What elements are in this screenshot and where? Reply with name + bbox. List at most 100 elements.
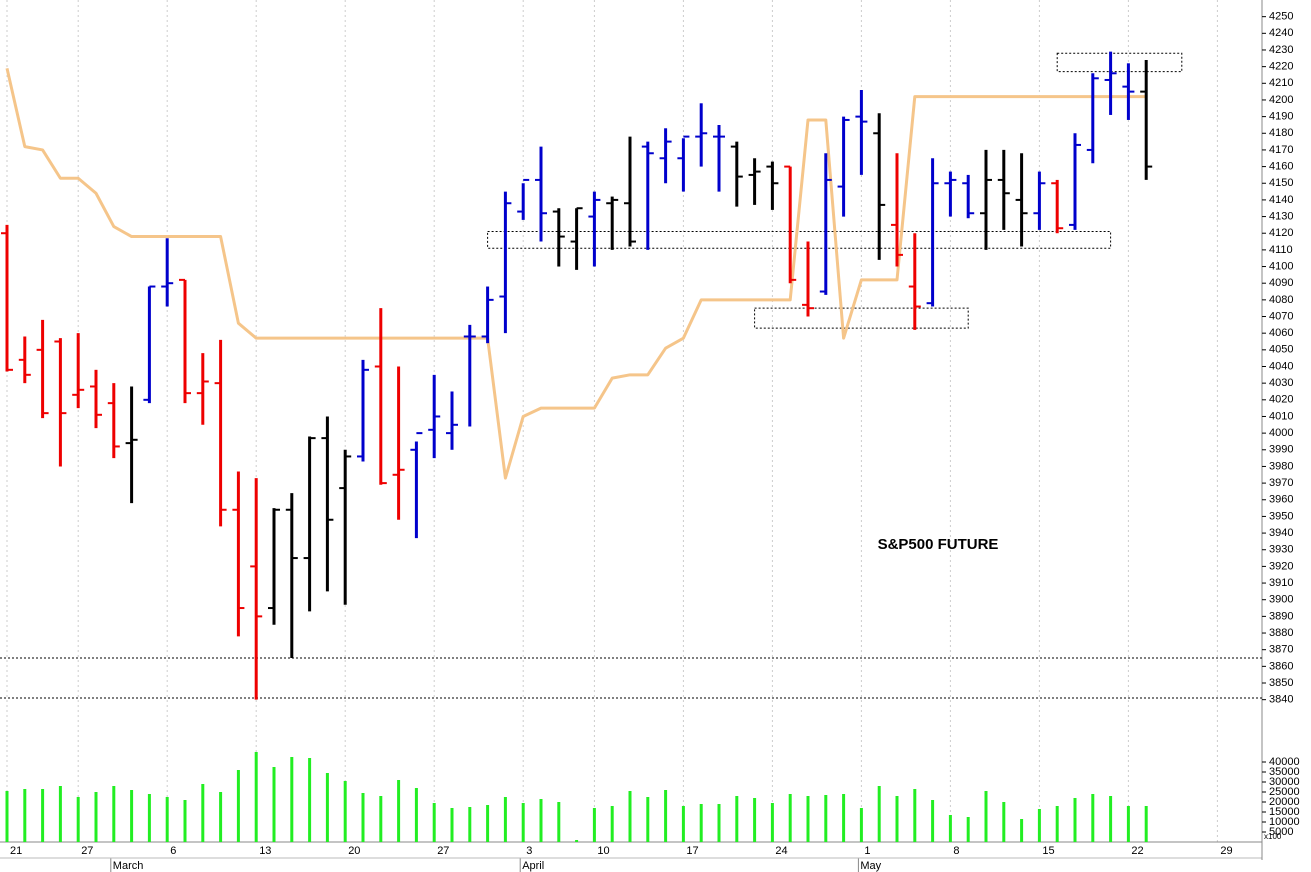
x-tick-label: 24 (775, 845, 787, 857)
volume-bar (539, 799, 543, 842)
volume-bar (699, 804, 703, 842)
y-tick-label: 3870 (1269, 644, 1293, 656)
volume-bar (859, 808, 863, 842)
x-tick-label: 27 (81, 845, 93, 857)
y-tick-label: 4180 (1269, 127, 1293, 139)
volume-bar (842, 794, 846, 842)
volume-bar (397, 780, 401, 842)
y-tick-label: 3890 (1269, 610, 1293, 622)
volume-bar (254, 752, 258, 842)
x-tick-label: 21 (10, 845, 22, 857)
volume-bar (806, 796, 810, 842)
x-tick-label: 20 (348, 845, 360, 857)
volume-bar (824, 795, 828, 842)
volume-bar (272, 767, 276, 842)
x-tick-label: 29 (1220, 845, 1232, 857)
y-tick-label: 4200 (1269, 94, 1293, 106)
x-tick-label: 1 (864, 845, 870, 857)
volume-bar (948, 815, 952, 842)
y-tick-label: 3840 (1269, 694, 1293, 706)
volume-bar (788, 794, 792, 842)
volume-bar (1109, 796, 1113, 842)
x-tick-label: 13 (259, 845, 271, 857)
y-tick-label: 4090 (1269, 277, 1293, 289)
volume-bar (984, 791, 988, 842)
y-tick-label: 4230 (1269, 44, 1293, 56)
volume-bar (308, 758, 312, 842)
volume-bar (931, 800, 935, 842)
volume-bar (628, 791, 632, 842)
y-tick-label: 4170 (1269, 144, 1293, 156)
y-tick-label: 4060 (1269, 327, 1293, 339)
volume-bar (468, 807, 472, 842)
x-tick-label: 3 (526, 845, 532, 857)
volume-bar (1002, 802, 1006, 842)
month-label: April (522, 860, 544, 872)
x-tick-label: 8 (953, 845, 959, 857)
y-tick-label: 4040 (1269, 360, 1293, 372)
y-tick-label: 3850 (1269, 677, 1293, 689)
volume-bar (681, 806, 685, 842)
x-tick-label: 22 (1131, 845, 1143, 857)
volume-bar (913, 789, 917, 842)
volume-bar (1055, 806, 1059, 842)
volume-bar (236, 770, 240, 842)
volume-tick-label: 5000 (1269, 826, 1293, 838)
volume-tick-label: 30000 (1269, 776, 1300, 788)
y-tick-label: 4190 (1269, 111, 1293, 123)
volume-bar (325, 773, 329, 842)
volume-bar (5, 791, 9, 842)
volume-bar (201, 784, 205, 842)
y-tick-label: 4100 (1269, 260, 1293, 272)
x-tick-label: 27 (437, 845, 449, 857)
x-tick-label: 17 (686, 845, 698, 857)
volume-bar (877, 786, 881, 842)
volume-bar (343, 781, 347, 842)
zone-box (754, 307, 969, 329)
volume-bar (361, 793, 365, 842)
volume-bar (379, 796, 383, 842)
y-tick-label: 4010 (1269, 410, 1293, 422)
y-tick-label: 4250 (1269, 11, 1293, 23)
y-tick-label: 3930 (1269, 544, 1293, 556)
y-tick-label: 4050 (1269, 344, 1293, 356)
y-tick-label: 4240 (1269, 27, 1293, 39)
volume-bar (1091, 794, 1095, 842)
y-tick-label: 3980 (1269, 460, 1293, 472)
month-label: May (860, 860, 881, 872)
y-tick-label: 4020 (1269, 394, 1293, 406)
volume-bar (76, 797, 80, 842)
volume-bar (432, 803, 436, 842)
y-tick-label: 4070 (1269, 310, 1293, 322)
volume-tick-label: 35000 (1269, 766, 1300, 778)
y-tick-label: 3880 (1269, 627, 1293, 639)
volume-tick-label: 15000 (1269, 806, 1300, 818)
volume-bar (112, 786, 116, 842)
volume-bar (41, 789, 45, 842)
volume-bar (610, 806, 614, 842)
x-tick-label: 10 (597, 845, 609, 857)
volume-tick-label: 40000 (1269, 756, 1300, 768)
y-tick-label: 4140 (1269, 194, 1293, 206)
volume-bar (1020, 819, 1024, 842)
volume-bar (966, 817, 970, 842)
volume-bar (1126, 806, 1130, 842)
volume-bar (575, 840, 579, 842)
volume-bar (414, 788, 418, 842)
x-tick-label: 15 (1042, 845, 1054, 857)
chart-annotation: S&P500 FUTURE (878, 536, 999, 553)
y-tick-label: 3910 (1269, 577, 1293, 589)
volume-bar (486, 805, 490, 842)
y-tick-label: 4030 (1269, 377, 1293, 389)
y-tick-label: 4120 (1269, 227, 1293, 239)
y-tick-label: 3920 (1269, 560, 1293, 572)
volume-bar (753, 798, 757, 842)
volume-bar (165, 797, 169, 842)
volume-bar (592, 808, 596, 842)
y-tick-label: 3900 (1269, 594, 1293, 606)
x-tick-label: 6 (170, 845, 176, 857)
y-tick-label: 4000 (1269, 427, 1293, 439)
month-label: March (113, 860, 144, 872)
y-tick-label: 3970 (1269, 477, 1293, 489)
